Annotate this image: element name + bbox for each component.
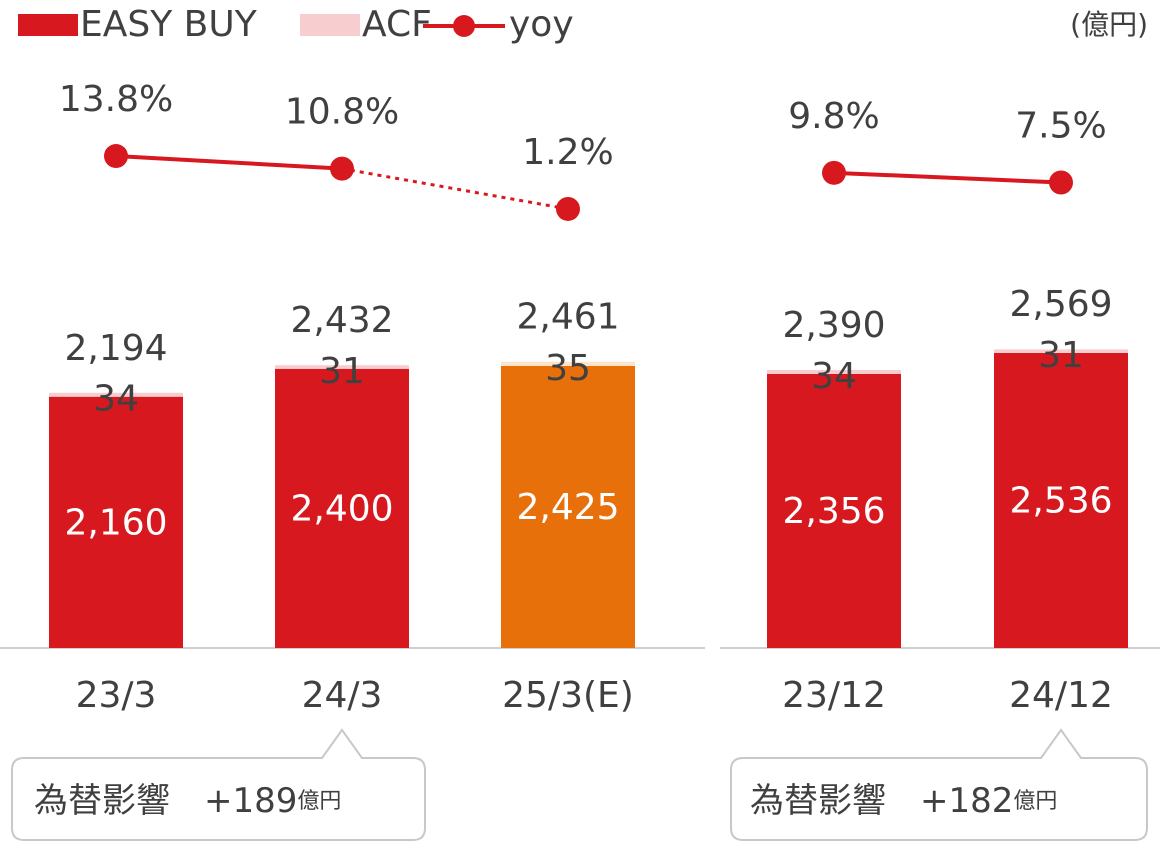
annotation: 為替影響 +182億円 [750, 781, 1057, 821]
bar-segment [501, 365, 635, 648]
bar-segment [767, 369, 901, 374]
annotation-text: 為替影響 [750, 781, 886, 821]
legend-marker [453, 15, 475, 37]
annotation-unit: 億円 [297, 789, 341, 814]
data-label: 1.2% [522, 132, 613, 173]
data-label: 2,160 [64, 502, 167, 543]
x-tick-label: 23/12 [782, 675, 886, 716]
total-label: 2,569 [1009, 284, 1112, 325]
annotation-unit: 億円 [1013, 789, 1057, 814]
line-marker [1049, 170, 1073, 195]
line-marker [104, 144, 128, 169]
x-tick-label: 24/12 [1009, 675, 1113, 716]
annotation-amount: +189 [204, 781, 297, 821]
data-label: 31 [1038, 335, 1084, 376]
legend-label: yoy [509, 4, 574, 45]
data-label: 34 [93, 379, 139, 420]
data-label: 34 [811, 356, 857, 397]
data-label: 2,425 [516, 487, 619, 528]
line-marker [822, 160, 846, 185]
bar-segment [767, 373, 901, 648]
x-tick-label: 23/3 [76, 675, 157, 716]
data-label: 35 [545, 348, 591, 389]
line-segment [833, 170, 1062, 185]
data-label: 7.5% [1015, 106, 1106, 147]
data-label: 9.8% [788, 96, 879, 137]
x-tick-label: 24/3 [302, 675, 383, 716]
data-label: 2,356 [782, 491, 885, 532]
annotation-amount: +182 [920, 781, 1013, 821]
legend-label: ACF [362, 4, 432, 45]
annotation-box [730, 728, 1148, 841]
total-label: 2,461 [516, 297, 619, 338]
data-label: 10.8% [285, 92, 399, 133]
bar-segment [49, 392, 183, 397]
total-label: 2,390 [782, 305, 885, 346]
line-segment [341, 167, 569, 211]
data-label: 2,400 [290, 488, 393, 529]
total-label: 2,194 [64, 328, 167, 369]
legend-label: EASY BUY [80, 4, 258, 45]
annotation-box [11, 728, 426, 841]
legend-swatch [18, 14, 78, 36]
data-label: 31 [319, 351, 365, 392]
unit-label: (億円) [1070, 8, 1148, 41]
bar-segment [275, 368, 409, 648]
annotation-text: 為替影響 [34, 781, 170, 821]
x-tick-label: 25/3(E) [502, 675, 634, 716]
data-label: 2,536 [1009, 480, 1112, 521]
legend-swatch [300, 14, 360, 36]
bar-segment [275, 365, 409, 369]
total-label: 2,432 [290, 300, 393, 341]
line-segment [115, 154, 343, 171]
line-marker [556, 196, 580, 221]
bar-segment [501, 361, 635, 366]
bar-segment [994, 352, 1128, 648]
bar-segment [994, 349, 1128, 353]
bar-segment [49, 396, 183, 648]
data-label: 13.8% [59, 79, 173, 120]
annotation: 為替影響 +189億円 [34, 781, 341, 821]
line-marker [330, 156, 354, 181]
